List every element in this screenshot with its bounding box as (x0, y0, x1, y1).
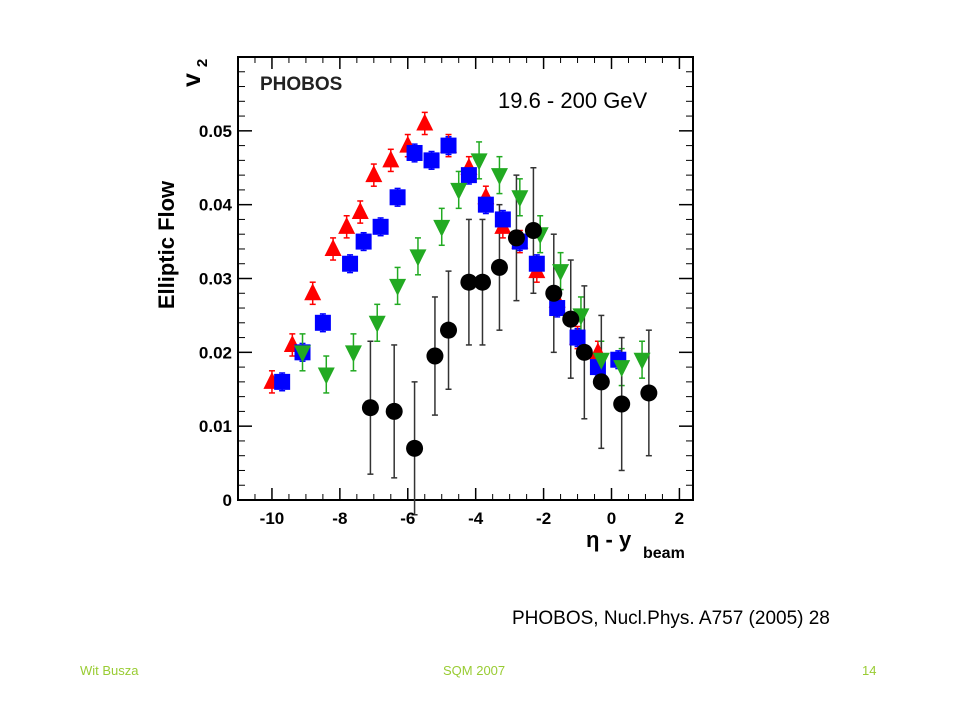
data-point-square (355, 233, 372, 250)
x-tick-label: 2 (675, 509, 684, 528)
data-point-triangle-down (613, 360, 631, 378)
data-point-triangle-down (409, 249, 427, 267)
data-point-triangle-up (324, 238, 342, 256)
data-point-circle (592, 373, 610, 391)
footer-author: Wit Busza (80, 663, 139, 678)
x-tick-label: 0 (607, 509, 616, 528)
data-point-circle (426, 347, 444, 365)
data-point-triangle-up (304, 283, 322, 301)
data-point-square (549, 300, 566, 317)
data-point-triangle-down (470, 153, 488, 171)
data-point-triangle-down (344, 345, 362, 363)
data-point-triangle-up (365, 165, 383, 183)
data-point-square (423, 152, 440, 169)
data-point-triangle-up (351, 202, 369, 220)
data-point-circle (545, 284, 563, 302)
energy-range-label: 19.6 - 200 GeV (498, 88, 648, 113)
x-tick-label: -6 (400, 509, 415, 528)
data-point-triangle-down (433, 219, 451, 237)
data-point-circle (460, 273, 478, 291)
data-point-square (528, 255, 545, 272)
data-point-square (342, 255, 359, 272)
data-point-circle (361, 399, 379, 417)
data-point-triangle-down (592, 352, 610, 370)
data-point-square (389, 189, 406, 206)
data-point-triangle-down (389, 278, 407, 296)
data-point-square (314, 314, 331, 331)
data-point-triangle-down (294, 345, 312, 363)
y-axis-label-subscript: 2 (194, 59, 211, 67)
y-tick-label: 0.01 (199, 417, 232, 436)
y-tick-label: 0.02 (199, 343, 232, 362)
chart-title: PHOBOS (260, 74, 342, 95)
data-point-circle (640, 384, 658, 402)
x-tick-label: -4 (468, 509, 484, 528)
data-point-circle (507, 229, 525, 247)
data-point-triangle-down (511, 190, 529, 208)
x-tick-label: -8 (332, 509, 347, 528)
data-point-circle (473, 273, 491, 291)
data-point-square (460, 167, 477, 184)
x-tick-label: -10 (260, 509, 285, 528)
data-point-square (477, 196, 494, 213)
data-point-circle (490, 258, 508, 276)
y-tick-label: 0 (223, 491, 232, 510)
data-point-circle (385, 402, 403, 420)
data-point-triangle-down (633, 352, 651, 370)
data-point-triangle-down (572, 308, 590, 326)
data-point-triangle-down (450, 182, 468, 200)
data-point-circle (575, 343, 593, 361)
data-point-circle (613, 395, 631, 413)
data-point-square (372, 218, 389, 235)
footer-page-number: 14 (862, 663, 877, 678)
data-point-triangle-down (552, 264, 570, 282)
data-point-triangle-down (490, 168, 508, 186)
x-axis-label-subscript: beam (643, 545, 685, 562)
data-point-square (406, 144, 423, 161)
x-tick-label: -2 (536, 509, 551, 528)
data-point-square (494, 211, 511, 228)
elliptic-flow-label: Elliptic Flow (154, 180, 179, 310)
x-axis-label: η - y (586, 527, 632, 552)
y-tick-label: 0.04 (199, 196, 233, 215)
data-point-circle (562, 310, 580, 328)
y-tick-label: 0.03 (199, 270, 232, 289)
citation-text: PHOBOS, Nucl.Phys. A757 (2005) 28 (512, 608, 830, 629)
data-point-circle (406, 439, 424, 457)
data-point-triangle-up (338, 216, 356, 234)
y-axis-label: v (178, 73, 206, 87)
data-point-square (440, 137, 457, 154)
data-point-circle (524, 222, 542, 240)
data-point-square (274, 373, 291, 390)
y-tick-label: 0.05 (199, 122, 232, 141)
footer-conference: SQM 2007 (443, 663, 506, 678)
data-point-circle (440, 321, 458, 339)
data-point-square (569, 329, 586, 346)
data-point-triangle-up (416, 113, 434, 131)
data-point-triangle-down (368, 315, 386, 333)
data-point-triangle-up (382, 150, 400, 168)
data-point-triangle-down (317, 367, 335, 385)
